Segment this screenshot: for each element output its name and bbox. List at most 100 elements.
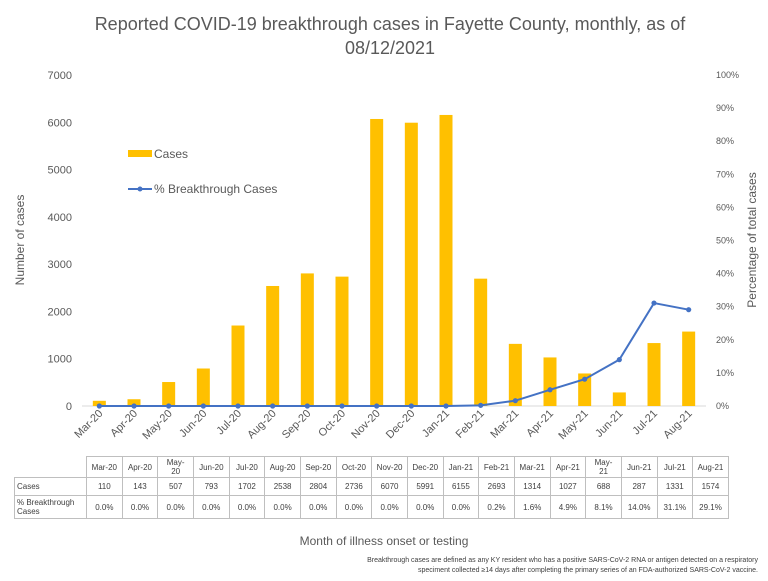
bar	[335, 276, 349, 406]
x-tick-label: Mar-20	[72, 408, 105, 441]
x-tick-label: Aug-21	[661, 408, 695, 442]
y-tick-label: 7000	[48, 70, 72, 82]
chart-title: Reported COVID-19 breakthrough cases in …	[94, 14, 686, 58]
bar	[508, 343, 522, 406]
bar	[647, 343, 661, 406]
table-cell: 0.0%	[371, 495, 408, 519]
table-cell: 0.0%	[299, 495, 337, 519]
table-row: % Breakthrough Cases 0.0% 0.0% 0.0% 0.0% 0.0% 0…	[14, 495, 729, 519]
bar	[404, 122, 418, 406]
table-header-row: Mar-20 Apr-20 May- 20 Jun-20 Jul-20 Aug-20 Sep-…	[14, 456, 729, 478]
table-cell: 0.2%	[478, 495, 515, 519]
line-point	[131, 403, 137, 409]
line-point	[443, 403, 449, 409]
left-axis: 0 1000 2000 3000 4000 5000 6000 7000	[48, 70, 72, 413]
table-cell: 5991	[406, 477, 444, 496]
table-cell: 2538	[264, 477, 301, 496]
table-cell: 0.0%	[442, 495, 480, 519]
bar	[92, 400, 106, 406]
table-header-cell: May- 21	[585, 456, 622, 478]
y-right-tick-label: 10%	[716, 368, 734, 378]
table-header-cell: Mar-20	[86, 456, 123, 478]
line-point	[374, 403, 380, 409]
x-tick-label: Jan-21	[420, 408, 452, 440]
line-point	[547, 387, 553, 393]
bar	[578, 373, 592, 406]
table-header-cell: Feb-21	[478, 456, 515, 478]
table-header-cell: Mar-21	[513, 456, 551, 478]
x-axis-label: Month of illness onset or testing	[299, 534, 469, 548]
line-point	[96, 403, 102, 409]
y-right-tick-label: 50%	[716, 236, 734, 246]
table-cell: 1574	[692, 477, 729, 496]
line-point	[235, 403, 241, 409]
table-cell: 1.6%	[513, 495, 551, 519]
x-tick-label: May-20	[140, 408, 174, 442]
line-point	[270, 403, 276, 409]
y-right-tick-label: 80%	[716, 136, 734, 146]
data-table: Mar-20 Apr-20 May- 20 Jun-20 Jul-20 Aug-20 Sep-…	[14, 456, 729, 519]
table-cell: 143	[121, 477, 159, 496]
table-cell: 29.1%	[692, 495, 729, 519]
y-axis-label-right: Percentage of total cases	[745, 172, 759, 307]
table-row: Cases 110 143 507 793 1702 2538 2804 2736 6070 599…	[14, 477, 729, 496]
bar	[266, 285, 280, 406]
table-cell: 2804	[299, 477, 337, 496]
y-right-tick-label: 70%	[716, 169, 734, 179]
footnote-line-1: Breakthrough cases are defined as any KY…	[367, 557, 758, 564]
bar	[439, 114, 453, 407]
table-header-cell: Oct-20	[335, 456, 373, 478]
table-header-cell: Apr-21	[549, 456, 587, 478]
line-point	[478, 402, 484, 408]
bar	[127, 399, 141, 406]
bar	[370, 118, 384, 407]
table-header-cell: Nov-20	[371, 456, 408, 478]
line-point	[512, 398, 518, 404]
legend-label-breakthrough: % Breakthrough Cases	[154, 182, 277, 196]
y-axis-label: Number of cases	[13, 195, 27, 286]
y-right-tick-label: 0%	[716, 401, 729, 411]
bar	[682, 331, 696, 406]
table-cell: 8.1%	[585, 495, 622, 519]
line-point	[200, 403, 206, 409]
right-axis: 0% 10% 20% 30% 40% 50% 60% 70% 80% 90% 100%	[716, 70, 739, 411]
table-cell: 0.0%	[335, 495, 373, 519]
y-tick-label: 1000	[48, 354, 72, 366]
x-tick-label: Nov-20	[349, 408, 383, 442]
table-header-cell: Aug-20	[264, 456, 301, 478]
table-cell: 0.0%	[228, 495, 266, 519]
line-point	[304, 403, 310, 409]
legend-swatch-cases	[128, 150, 152, 157]
bar	[300, 273, 314, 406]
table-header-cell: Apr-20	[121, 456, 159, 478]
table-cell: 0.0%	[192, 495, 230, 519]
bar	[162, 382, 176, 406]
table-cell: 688	[585, 477, 622, 496]
table-row-label: Cases	[14, 477, 87, 496]
x-tick-label: Dec-20	[384, 408, 418, 442]
table-header-cell: Dec-20	[406, 456, 444, 478]
x-tick-label: Jun-21	[593, 408, 625, 440]
line-point	[582, 376, 588, 382]
table-cell: 0.0%	[406, 495, 444, 519]
line-point	[651, 300, 657, 306]
table-cell: 0.0%	[86, 495, 123, 519]
table-cell: 6070	[371, 477, 408, 496]
bar	[612, 392, 626, 406]
x-tick-label: Feb-21	[454, 408, 487, 441]
x-axis: Mar-20 Apr-20 May-20 Jun-20 Jul-20 Aug-20 Sep-…	[72, 408, 694, 442]
line-point	[339, 403, 345, 409]
table-cell: 4.9%	[549, 495, 587, 519]
x-tick-label: Jul-20	[214, 408, 244, 438]
table-cell: 507	[157, 477, 194, 496]
table-header-cell: Jun-20	[192, 456, 230, 478]
table-cell: 1702	[228, 477, 266, 496]
table-cell: 287	[620, 477, 658, 496]
x-tick-label: Jun-20	[177, 408, 209, 440]
bar	[543, 357, 557, 406]
legend: Cases % Breakthrough Cases	[128, 147, 277, 196]
table-cell: 31.1%	[656, 495, 694, 519]
line-point	[166, 403, 172, 409]
table-header-cell: Jul-20	[228, 456, 266, 478]
y-right-tick-label: 60%	[716, 202, 734, 212]
